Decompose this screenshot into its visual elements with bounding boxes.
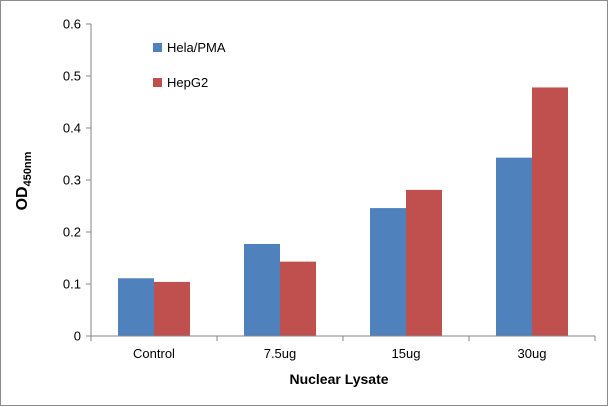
bar-hela-pma-control [118,278,154,336]
legend: Hela/PMA HepG2 [153,40,226,90]
x-axis-title: Nuclear Lysate [289,371,388,387]
y-tick-label: 0.5 [63,69,81,84]
bar-hela-pma-7-5ug [244,243,280,336]
y-tick-label: 0.1 [63,277,81,292]
x-tick-label: 15ug [392,346,421,361]
y-tick-label: 0.4 [63,121,81,136]
x-ticks-group: Control 7.5ug 15ug 30ug [90,336,596,361]
y-tick-label: 0.2 [63,225,81,240]
legend-swatch [153,43,162,52]
legend-swatch [153,78,162,87]
bars-group [118,87,568,336]
bar-hepg2-30ug [532,87,568,336]
bar-hela-pma-30ug [496,157,532,336]
legend-label: HepG2 [167,75,208,90]
y-tick-label: 0.6 [63,17,81,32]
bar-hepg2-7-5ug [280,261,316,336]
y-axis-title-main: OD [14,186,31,210]
y-tick-label: 0.3 [63,173,81,188]
bar-hepg2-control [154,281,190,336]
y-tick-label: 0 [74,329,81,344]
legend-label: Hela/PMA [167,40,226,55]
x-tick-label: 7.5ug [264,346,297,361]
y-ticks-group: 0 0.1 0.2 0.3 0.4 0.5 0.6 [63,17,91,344]
bar-hela-pma-15ug [370,208,406,336]
y-axis-title: OD450nm [14,151,34,210]
x-tick-label: Control [133,346,175,361]
bar-hepg2-15ug [406,189,442,336]
y-axis-title-subscript: 450nm [22,151,34,186]
x-tick-label: 30ug [518,346,547,361]
